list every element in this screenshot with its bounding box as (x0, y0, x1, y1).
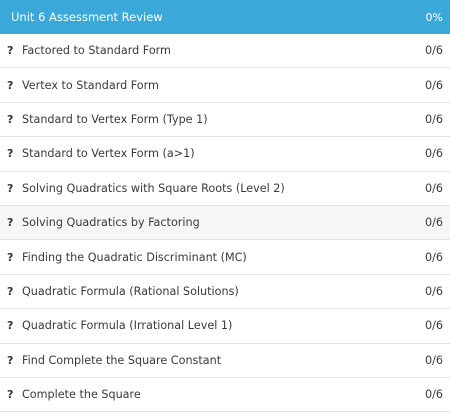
question-mark-icon: ? (7, 284, 14, 298)
list-item[interactable]: ? Find Complete the Square Constant 0/6 (0, 344, 450, 378)
list-item[interactable]: ? Standard to Vertex Form (a>1) 0/6 (0, 137, 450, 172)
question-mark-icon: ? (7, 319, 14, 333)
skill-label: Standard to Vertex Form (a>1) (22, 147, 195, 161)
skill-score: 0/6 (424, 181, 443, 195)
list-item[interactable]: ? Solving Quadratics with Square Roots (… (0, 172, 450, 206)
skill-score: 0/6 (424, 353, 443, 367)
skill-label: Quadratic Formula (Rational Solutions) (22, 284, 239, 298)
skill-label: Complete the Square (22, 388, 141, 402)
question-mark-icon: ? (7, 44, 14, 58)
question-mark-icon: ? (7, 147, 14, 161)
skill-label: Standard to Vertex Form (Type 1) (22, 112, 208, 126)
question-mark-icon: ? (7, 112, 14, 126)
skill-score: 0/6 (424, 216, 443, 230)
list-item[interactable]: ? Standard to Vertex Form (Type 1) 0/6 (0, 103, 450, 138)
question-mark-icon: ? (7, 216, 14, 230)
skill-label: Solving Quadratics by Factoring (22, 216, 200, 230)
skill-score: 0/6 (424, 284, 443, 298)
skill-label: Finding the Quadratic Discriminant (MC) (22, 250, 247, 264)
assessment-header[interactable]: Unit 6 Assessment Review 0% (0, 0, 450, 34)
skill-list: ? Factored to Standard Form 0/6 ? Vertex… (0, 34, 450, 412)
assessment-title: Unit 6 Assessment Review (11, 10, 163, 24)
list-item[interactable]: ? Solving Quadratics by Factoring 0/6 (0, 205, 450, 241)
skill-label: Vertex to Standard Form (22, 78, 159, 92)
question-mark-icon: ? (7, 388, 14, 402)
skill-label: Find Complete the Square Constant (22, 353, 222, 367)
list-item[interactable]: ? Vertex to Standard Form 0/6 (0, 68, 450, 103)
list-item[interactable]: ? Factored to Standard Form 0/6 (0, 34, 450, 69)
question-mark-icon: ? (7, 353, 14, 367)
skill-label: Quadratic Formula (Irrational Level 1) (22, 319, 233, 333)
list-item[interactable]: ? Complete the Square 0/6 (0, 378, 450, 412)
skill-score: 0/6 (424, 147, 443, 161)
list-item[interactable]: ? Quadratic Formula (Rational Solutions)… (0, 275, 450, 310)
skill-score: 0/6 (424, 78, 443, 92)
skill-label: Factored to Standard Form (22, 44, 171, 58)
skill-score: 0/6 (424, 44, 443, 58)
skill-score: 0/6 (424, 319, 443, 333)
skill-label: Solving Quadratics with Square Roots (Le… (22, 181, 285, 195)
skill-score: 0/6 (424, 250, 443, 264)
question-mark-icon: ? (7, 181, 14, 195)
list-item[interactable]: ? Quadratic Formula (Irrational Level 1)… (0, 309, 450, 344)
list-item[interactable]: ? Finding the Quadratic Discriminant (MC… (0, 240, 450, 275)
skill-score: 0/6 (424, 112, 443, 126)
progress-percent: 0% (425, 10, 443, 24)
skill-score: 0/6 (424, 388, 443, 402)
question-mark-icon: ? (7, 78, 14, 92)
question-mark-icon: ? (7, 250, 14, 264)
